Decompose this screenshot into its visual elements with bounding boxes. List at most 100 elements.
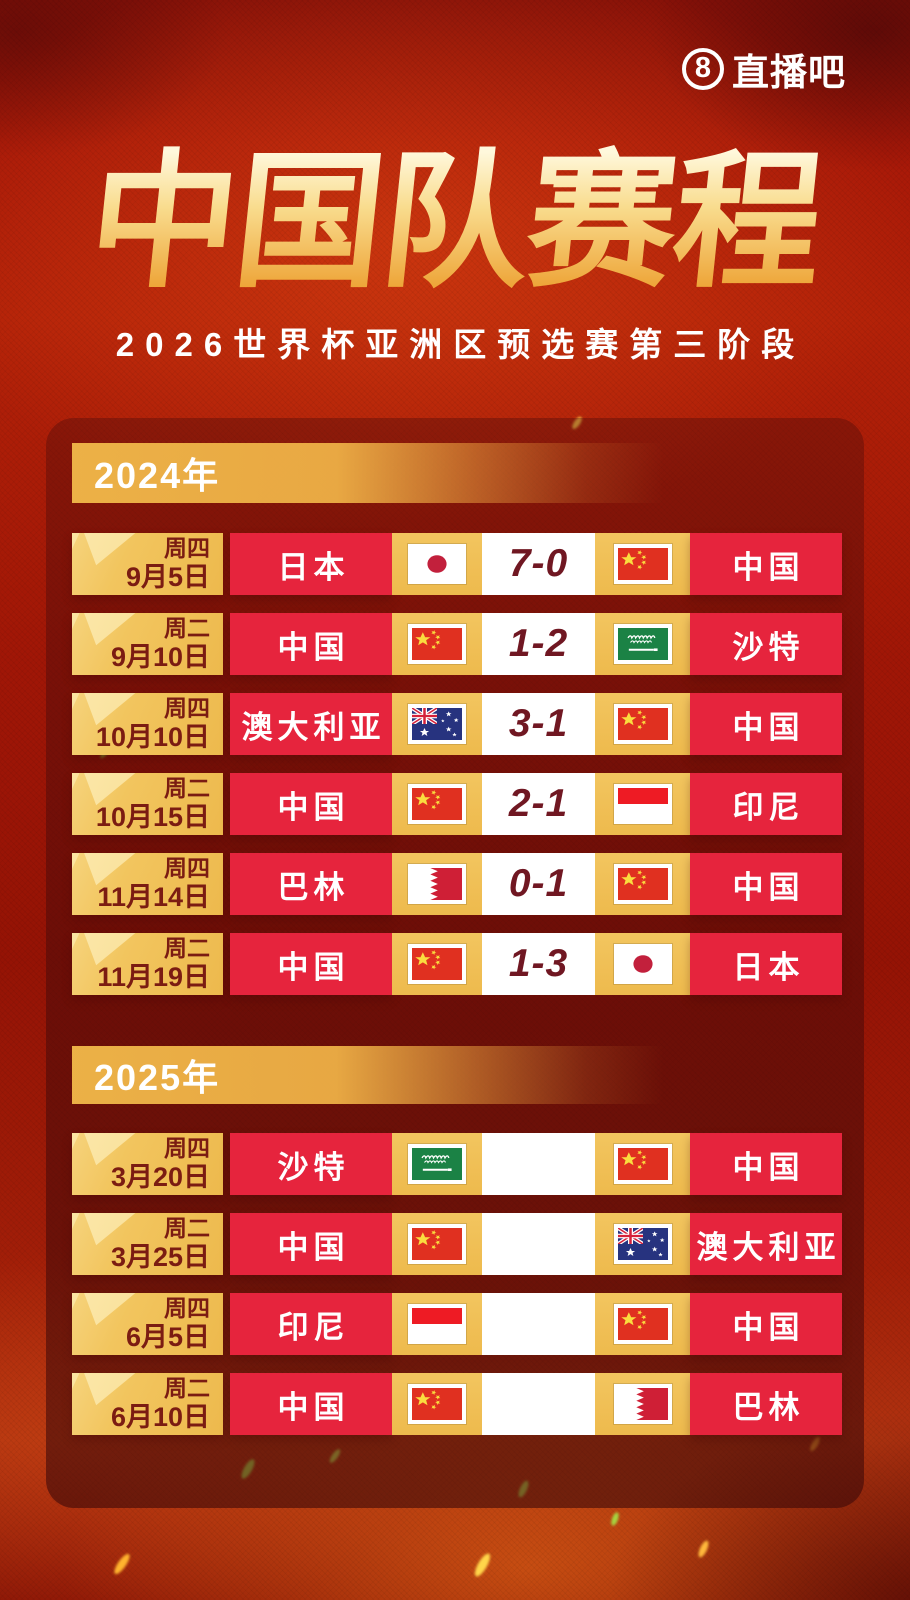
home-team-name: 中国	[230, 1373, 392, 1435]
year-bar-2024: 2024年	[72, 443, 850, 503]
spark	[696, 1539, 711, 1559]
match-score: 1-2	[482, 613, 595, 675]
away-flag-icon	[612, 1383, 673, 1425]
away-team-name: 日本	[690, 933, 842, 995]
match-weekday: 周四	[164, 855, 210, 881]
match-weekday: 周二	[164, 775, 210, 801]
match-score: 1-3	[482, 933, 595, 995]
match-row: 周四 11月14日 巴林 0-1 中国	[72, 853, 842, 915]
home-flag-cell	[392, 933, 482, 995]
home-flag-cell	[392, 773, 482, 835]
spark	[472, 1551, 493, 1579]
match-weekday: 周二	[164, 615, 210, 641]
home-team-name: 中国	[230, 1213, 392, 1275]
match-day: 3月20日	[110, 1161, 210, 1192]
home-flag-cell	[392, 613, 482, 675]
home-flag-icon	[407, 1303, 467, 1345]
match-date: 周二 9月10日	[72, 613, 223, 675]
away-flag-cell	[595, 693, 690, 755]
away-flag-icon	[612, 543, 673, 585]
match-row: 周四 6月5日 印尼 中国	[72, 1293, 842, 1355]
home-flag-cell	[392, 853, 482, 915]
match-row: 周四 3月20日 沙特 中国	[72, 1133, 842, 1195]
match-day: 10月10日	[95, 721, 210, 752]
home-flag-icon	[407, 623, 467, 665]
match-row: 周四 9月5日 日本 7-0 中国	[72, 533, 842, 595]
home-flag-icon	[407, 703, 467, 745]
logo-text: 直播吧	[732, 52, 846, 93]
match-day: 11月19日	[97, 961, 210, 992]
away-flag-icon	[612, 863, 673, 905]
match-weekday: 周二	[164, 1215, 210, 1241]
home-team-name: 澳大利亚	[230, 693, 392, 755]
match-date: 周二 11月19日	[72, 933, 223, 995]
year-label: 2025年	[94, 1057, 221, 1098]
match-score	[482, 1133, 595, 1195]
away-team-name: 印尼	[690, 773, 842, 835]
match-day: 10月15日	[95, 801, 210, 832]
away-team-name: 中国	[690, 693, 842, 755]
away-team-name: 中国	[690, 853, 842, 915]
logo-number: 8	[694, 51, 712, 84]
away-flag-icon	[612, 1223, 673, 1265]
match-weekday: 周四	[164, 535, 210, 561]
away-flag-cell	[595, 933, 690, 995]
away-team-name: 中国	[690, 533, 842, 595]
year-label: 2024年	[94, 455, 221, 496]
away-flag-icon	[612, 783, 673, 825]
match-row: 周二 9月10日 中国 1-2 沙特	[72, 613, 842, 675]
away-flag-cell	[595, 1133, 690, 1195]
home-flag-cell	[392, 533, 482, 595]
match-row: 周二 6月10日 中国 巴林	[72, 1373, 842, 1435]
match-day: 9月5日	[125, 561, 210, 592]
match-date: 周四 6月5日	[72, 1293, 223, 1355]
page-title: 中国队赛程	[0, 140, 910, 305]
match-date: 周四 10月10日	[72, 693, 223, 755]
away-flag-icon	[612, 943, 673, 985]
brand-logo: 8 直播吧	[682, 42, 846, 96]
home-flag-icon	[407, 1143, 467, 1185]
match-day: 11月14日	[97, 881, 210, 912]
match-day: 6月10日	[110, 1401, 210, 1432]
home-flag-cell	[392, 1373, 482, 1435]
page-subtitle: 2026世界杯亚洲区预选赛第三阶段	[115, 326, 806, 363]
away-flag-cell	[595, 533, 690, 595]
away-flag-icon	[612, 623, 673, 665]
match-score: 7-0	[482, 533, 595, 595]
match-row: 周二 11月19日 中国 1-3 日本	[72, 933, 842, 995]
year-bar-2025: 2025年	[72, 1046, 850, 1104]
away-flag-cell	[595, 1293, 690, 1355]
match-row: 周二 3月25日 中国 澳大利亚	[72, 1213, 842, 1275]
match-score: 3-1	[482, 693, 595, 755]
match-day: 9月10日	[110, 641, 210, 672]
logo-8-icon: 8	[682, 48, 724, 90]
match-weekday: 周四	[164, 695, 210, 721]
home-flag-icon	[407, 1223, 467, 1265]
match-score	[482, 1213, 595, 1275]
match-weekday: 周四	[164, 1295, 210, 1321]
home-flag-icon	[407, 1383, 467, 1425]
spark	[609, 1511, 621, 1527]
match-date: 周二 10月15日	[72, 773, 223, 835]
home-team-name: 中国	[230, 613, 392, 675]
match-score: 2-1	[482, 773, 595, 835]
home-flag-cell	[392, 693, 482, 755]
home-flag-cell	[392, 1213, 482, 1275]
home-team-name: 沙特	[230, 1133, 392, 1195]
match-score: 0-1	[482, 853, 595, 915]
home-team-name: 印尼	[230, 1293, 392, 1355]
away-team-name: 中国	[690, 1293, 842, 1355]
away-flag-cell	[595, 1373, 690, 1435]
match-score	[482, 1373, 595, 1435]
match-row: 周二 10月15日 中国 2-1 印尼	[72, 773, 842, 835]
away-team-name: 沙特	[690, 613, 842, 675]
home-team-name: 巴林	[230, 853, 392, 915]
home-flag-icon	[407, 863, 467, 905]
away-flag-cell	[595, 853, 690, 915]
away-flag-cell	[595, 1213, 690, 1275]
home-flag-icon	[407, 943, 467, 985]
match-row: 周四 10月10日 澳大利亚 3-1 中国	[72, 693, 842, 755]
match-day: 6月5日	[125, 1321, 210, 1352]
home-team-name: 中国	[230, 933, 392, 995]
